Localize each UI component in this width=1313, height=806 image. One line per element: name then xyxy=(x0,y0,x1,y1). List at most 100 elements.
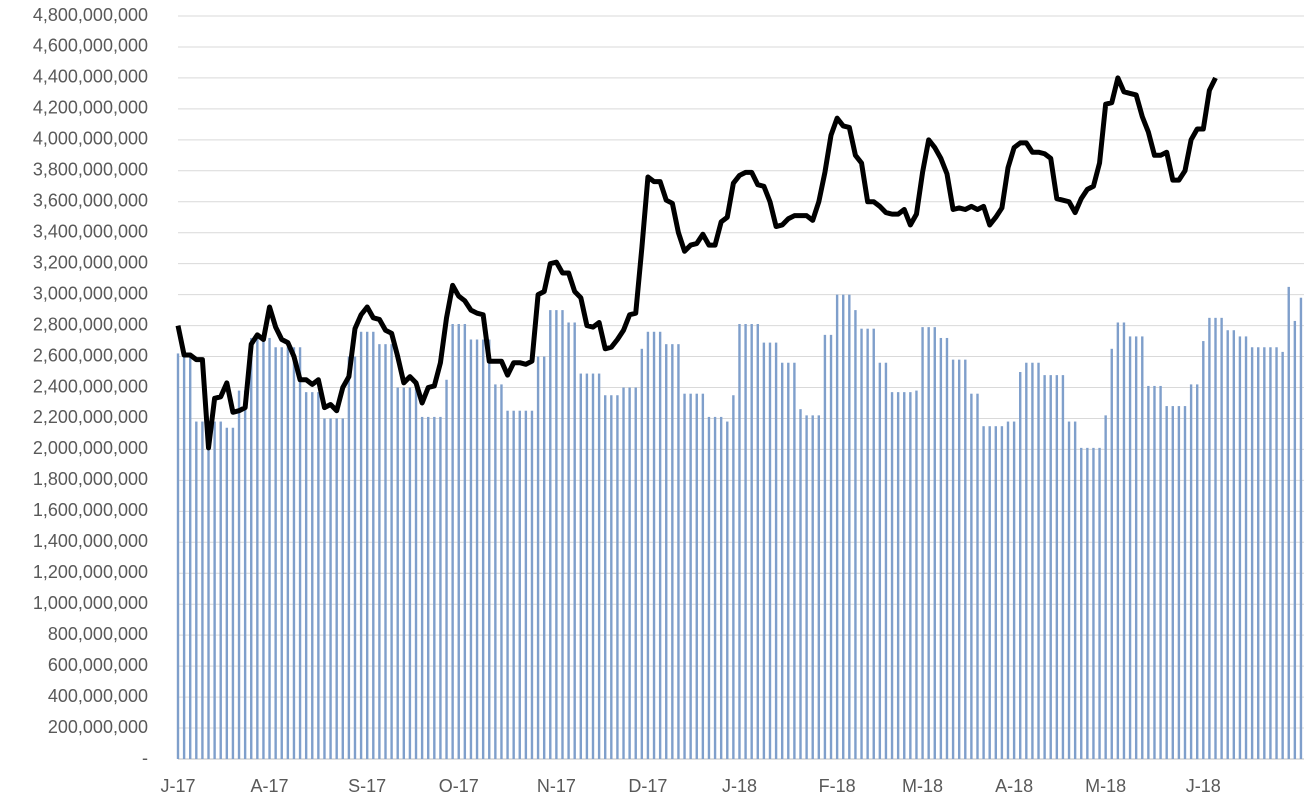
bar xyxy=(805,415,808,759)
bar xyxy=(1153,385,1156,759)
bar xyxy=(1080,447,1083,759)
bar xyxy=(1086,447,1089,759)
bar xyxy=(732,395,735,759)
bars xyxy=(176,286,1303,759)
bar xyxy=(951,359,955,759)
bar xyxy=(1226,330,1229,759)
x-tick-label: O-17 xyxy=(439,776,479,796)
line-series xyxy=(175,75,1218,451)
bar xyxy=(597,373,601,759)
bar xyxy=(1049,375,1052,759)
bar xyxy=(1250,347,1254,759)
bar xyxy=(585,373,589,759)
x-tick-label: S-17 xyxy=(348,776,386,796)
bar xyxy=(683,393,686,759)
bar xyxy=(970,393,973,759)
bar xyxy=(604,395,607,759)
bar xyxy=(433,416,436,759)
bar xyxy=(1134,336,1138,759)
y-tick-label: 1,200,000,000 xyxy=(33,562,148,582)
bar xyxy=(201,421,204,759)
bar xyxy=(1012,421,1016,759)
bar xyxy=(402,387,406,759)
bar xyxy=(744,324,747,759)
bar xyxy=(573,322,576,759)
bar xyxy=(927,327,930,759)
bar xyxy=(1037,362,1040,759)
bar xyxy=(829,334,833,759)
bar xyxy=(1220,317,1223,759)
bar xyxy=(1165,406,1168,759)
bar xyxy=(640,348,644,759)
bar xyxy=(317,392,320,759)
bar xyxy=(1195,384,1199,759)
bar xyxy=(982,426,985,759)
x-tick-label: A-18 xyxy=(995,776,1033,796)
x-tick-label: N-17 xyxy=(537,776,576,796)
bar xyxy=(738,324,741,759)
bar xyxy=(189,353,192,759)
bar xyxy=(799,409,802,759)
bar xyxy=(359,331,363,759)
bar xyxy=(671,344,674,759)
bar xyxy=(1031,362,1034,759)
bar xyxy=(793,362,796,759)
bar xyxy=(1189,384,1193,759)
bar xyxy=(665,344,668,759)
y-tick-label: 1,600,000,000 xyxy=(33,500,148,520)
x-tick-label: F-18 xyxy=(819,776,856,796)
bar xyxy=(237,390,241,759)
bar xyxy=(884,362,888,759)
bar xyxy=(1098,447,1101,759)
bar xyxy=(903,392,906,759)
bar xyxy=(707,416,711,759)
lines xyxy=(175,75,1218,451)
bar xyxy=(1122,322,1126,759)
bar xyxy=(427,416,430,759)
bar xyxy=(420,416,424,759)
bar xyxy=(1104,415,1107,759)
bar xyxy=(848,294,851,759)
bar xyxy=(1214,317,1217,759)
bar xyxy=(933,327,936,759)
bar xyxy=(451,324,454,759)
bar xyxy=(439,416,442,759)
bar xyxy=(1025,362,1028,759)
bar xyxy=(506,410,509,759)
bar xyxy=(414,387,418,759)
y-tick-label: 200,000,000 xyxy=(48,717,148,737)
bar xyxy=(964,359,967,759)
bar xyxy=(579,373,582,759)
bar xyxy=(213,421,216,759)
bar xyxy=(256,337,259,759)
y-tick-label: 1,800,000,000 xyxy=(33,469,148,489)
bar xyxy=(323,418,326,759)
bar xyxy=(896,392,900,759)
bar xyxy=(1232,330,1236,759)
bar xyxy=(500,384,503,759)
bar xyxy=(1000,426,1004,759)
x-tick-label: J-17 xyxy=(160,776,195,796)
bar xyxy=(787,362,790,759)
bar xyxy=(634,387,637,759)
bar xyxy=(207,421,210,759)
x-tick-label: A-17 xyxy=(251,776,289,796)
bar xyxy=(1202,341,1205,759)
bar xyxy=(561,310,564,759)
x-tick-label: J-18 xyxy=(1186,776,1221,796)
bar xyxy=(176,353,180,759)
bar xyxy=(1092,447,1095,759)
bar xyxy=(463,324,467,759)
y-tick-label: 400,000,000 xyxy=(48,686,148,706)
y-tick-label: 2,800,000,000 xyxy=(33,314,148,334)
bar xyxy=(1275,347,1278,759)
bar xyxy=(1183,406,1187,759)
bar xyxy=(1110,348,1113,759)
bar xyxy=(713,416,717,759)
x-tick-label: M-18 xyxy=(902,776,943,796)
bar xyxy=(536,356,540,759)
bar xyxy=(939,337,943,759)
y-tick-label: 3,400,000,000 xyxy=(33,221,148,241)
y-tick-label: 800,000,000 xyxy=(48,624,148,644)
